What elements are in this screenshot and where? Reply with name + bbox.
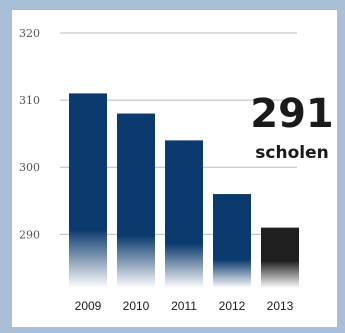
highlight-label: scholen: [255, 143, 328, 163]
x-tick-label-2009: 2009: [75, 299, 102, 313]
bars: [69, 93, 299, 289]
x-tick-label-2010: 2010: [123, 299, 150, 313]
bar-chart: 320 310 300 290 2009 2010 2011 2012 2013 291 sc…: [19, 27, 334, 313]
x-tick-label-2012: 2012: [219, 299, 246, 313]
category-labels: 2009 2010 2011 2012 2013: [75, 299, 294, 313]
bar-2011: [165, 140, 203, 288]
highlight-value: 291: [250, 91, 334, 137]
y-tick-label: 290: [19, 228, 40, 241]
x-tick-label-2013: 2013: [267, 299, 294, 313]
bar-2009: [69, 93, 107, 288]
bar-2012: [213, 194, 251, 288]
x-tick-label-2011: 2011: [171, 299, 197, 313]
y-tick-label: 300: [19, 161, 40, 174]
bar-2010: [117, 113, 155, 289]
y-tick-label: 320: [19, 27, 40, 40]
y-tick-label: 310: [19, 94, 40, 107]
bar-2013: [261, 227, 299, 288]
chart-card: 320 310 300 290 2009 2010 2011 2012 2013 291 sc…: [12, 10, 337, 327]
